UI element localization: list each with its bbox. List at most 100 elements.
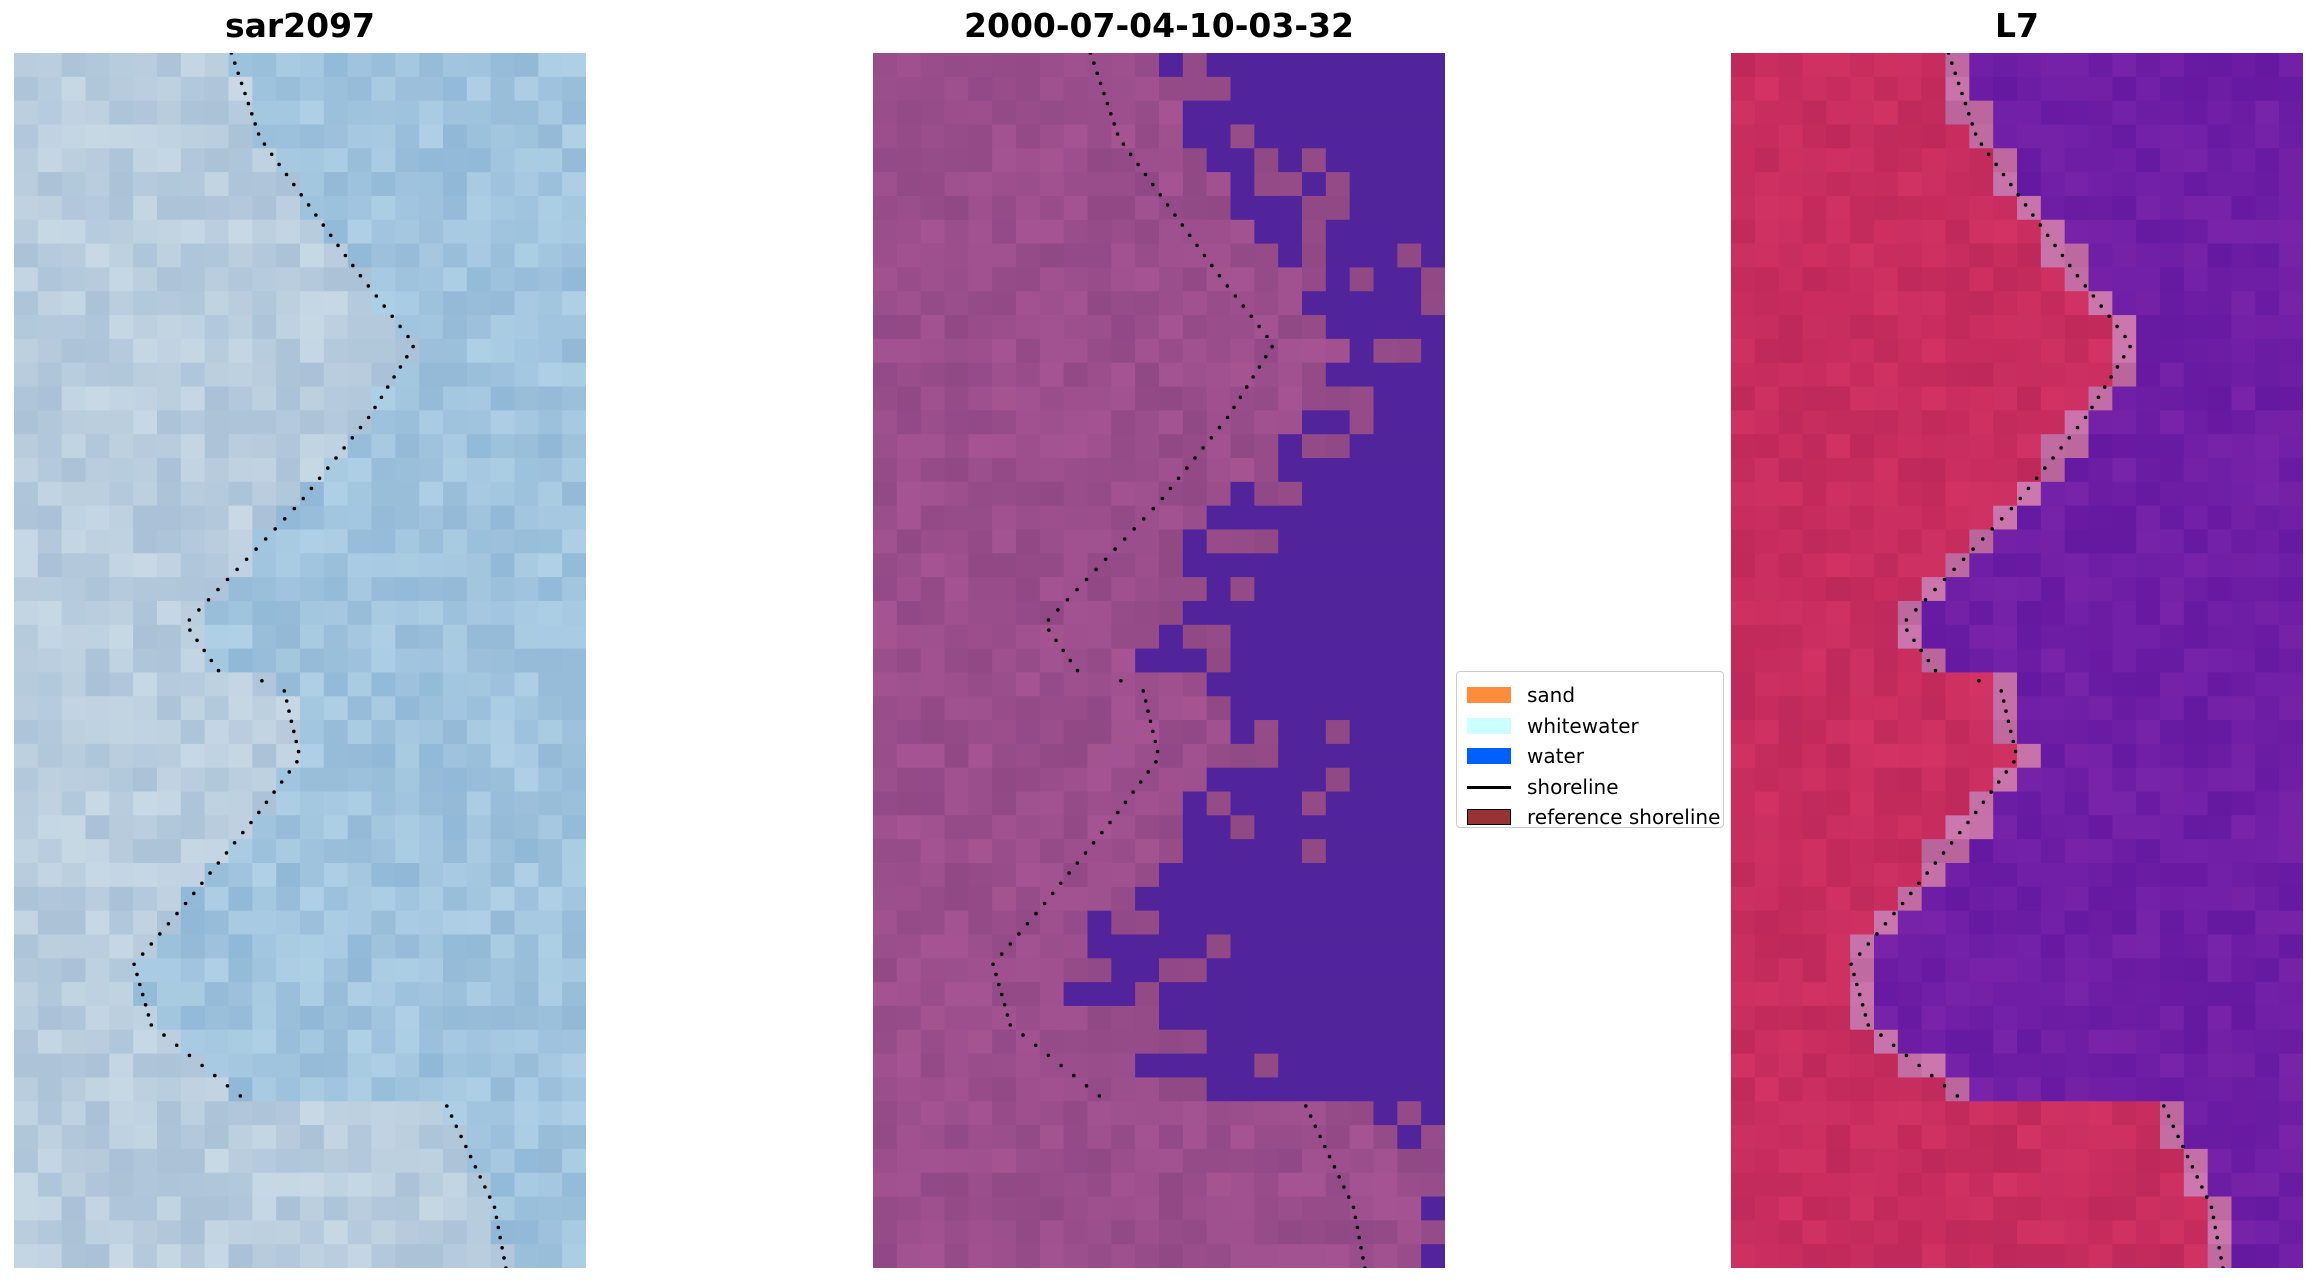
image-pixel <box>252 386 277 411</box>
image-pixel <box>85 791 110 816</box>
image-pixel <box>1302 934 1327 959</box>
image-pixel <box>1349 648 1375 674</box>
image-pixel <box>1325 1101 1351 1126</box>
image-pixel <box>944 1172 969 1198</box>
image-pixel <box>157 815 182 840</box>
image-pixel <box>2136 934 2161 959</box>
image-pixel <box>204 791 230 816</box>
image-pixel <box>1111 815 1136 840</box>
image-pixel <box>920 767 946 793</box>
shoreline-dot <box>289 719 294 724</box>
image-pixel <box>1087 600 1112 626</box>
image-pixel <box>14 1196 39 1221</box>
image-pixel <box>85 815 110 840</box>
shoreline-dot <box>2075 425 2080 430</box>
image-pixel <box>944 362 969 388</box>
image-pixel <box>2017 863 2042 888</box>
image-pixel <box>1397 338 1422 364</box>
image-pixel <box>1373 124 1398 149</box>
image-pixel <box>133 1005 158 1031</box>
image-pixel <box>300 1005 325 1031</box>
image-pixel <box>2160 124 2185 149</box>
image-pixel <box>1731 124 1756 149</box>
shoreline-dot <box>1900 901 1905 906</box>
image-pixel <box>204 696 230 721</box>
image-pixel <box>944 982 969 1007</box>
image-pixel <box>2040 410 2066 435</box>
image-pixel <box>1397 458 1422 483</box>
image-pixel <box>157 743 182 769</box>
shoreline-dot <box>1994 162 1998 167</box>
image-pixel <box>1349 195 1375 221</box>
image-pixel <box>538 458 563 483</box>
image-pixel <box>109 362 134 388</box>
image-pixel <box>1397 767 1422 793</box>
image-pixel <box>466 148 492 173</box>
image-pixel <box>1039 1101 1065 1126</box>
shoreline-dot <box>1100 830 1104 835</box>
image-pixel <box>1993 529 2018 554</box>
image-pixel <box>2088 696 2113 721</box>
image-pixel <box>2160 434 2185 459</box>
image-pixel <box>347 410 373 435</box>
image-pixel <box>2112 505 2137 531</box>
image-pixel <box>1754 1244 1780 1268</box>
image-pixel <box>514 1101 539 1126</box>
image-pixel <box>1230 267 1255 292</box>
image-pixel <box>1230 1244 1255 1268</box>
shoreline-dot <box>206 598 211 602</box>
shoreline-dot <box>1989 790 1993 794</box>
image-pixel <box>37 815 63 840</box>
image-pixel <box>538 696 563 721</box>
image-pixel <box>2088 529 2113 554</box>
image-pixel <box>1945 458 1970 483</box>
image-pixel <box>920 743 946 769</box>
image-pixel <box>2279 481 2303 507</box>
image-pixel <box>1993 481 2018 507</box>
image-pixel <box>2064 338 2090 364</box>
image-pixel <box>490 100 516 126</box>
image-pixel <box>1159 1101 1184 1126</box>
image-pixel <box>347 243 373 269</box>
image-pixel <box>1373 219 1398 245</box>
image-pixel <box>944 1029 969 1055</box>
image-pixel <box>2183 958 2209 983</box>
image-pixel <box>14 362 39 388</box>
image-pixel <box>85 434 110 459</box>
image-pixel <box>1969 100 1994 126</box>
image-pixel <box>1230 577 1255 602</box>
shoreline-dot <box>273 527 278 531</box>
image-pixel <box>2088 219 2113 245</box>
shoreline-dot <box>1961 557 1966 562</box>
image-pixel <box>1397 1244 1422 1268</box>
image-pixel <box>1349 743 1375 769</box>
image-pixel <box>1993 1029 2018 1055</box>
image-pixel <box>944 1244 969 1268</box>
image-pixel <box>371 1077 396 1102</box>
image-pixel <box>2231 53 2256 78</box>
image-pixel <box>1159 624 1184 650</box>
image-pixel <box>1826 1244 1851 1268</box>
image-pixel <box>873 1148 898 1174</box>
image-pixel <box>1969 1005 1994 1031</box>
image-pixel <box>562 100 586 126</box>
image-pixel <box>157 124 182 149</box>
image-pixel <box>1897 1220 1923 1245</box>
image-pixel <box>204 1244 230 1268</box>
image-pixel <box>2112 886 2137 912</box>
image-pixel <box>992 600 1017 626</box>
image-pixel <box>1230 910 1255 936</box>
image-pixel <box>1349 315 1375 340</box>
image-pixel <box>562 172 586 197</box>
shoreline-dot <box>1151 729 1155 734</box>
image-pixel <box>14 958 39 983</box>
image-pixel <box>276 696 301 721</box>
image-pixel <box>133 1148 158 1174</box>
image-pixel <box>1182 481 1208 507</box>
shoreline-dot <box>162 1033 166 1037</box>
shoreline-dot <box>1095 71 1099 76</box>
image-pixel <box>180 100 206 126</box>
image-pixel <box>1206 863 1232 888</box>
image-pixel <box>1802 124 1827 149</box>
image-pixel <box>2112 1029 2137 1055</box>
